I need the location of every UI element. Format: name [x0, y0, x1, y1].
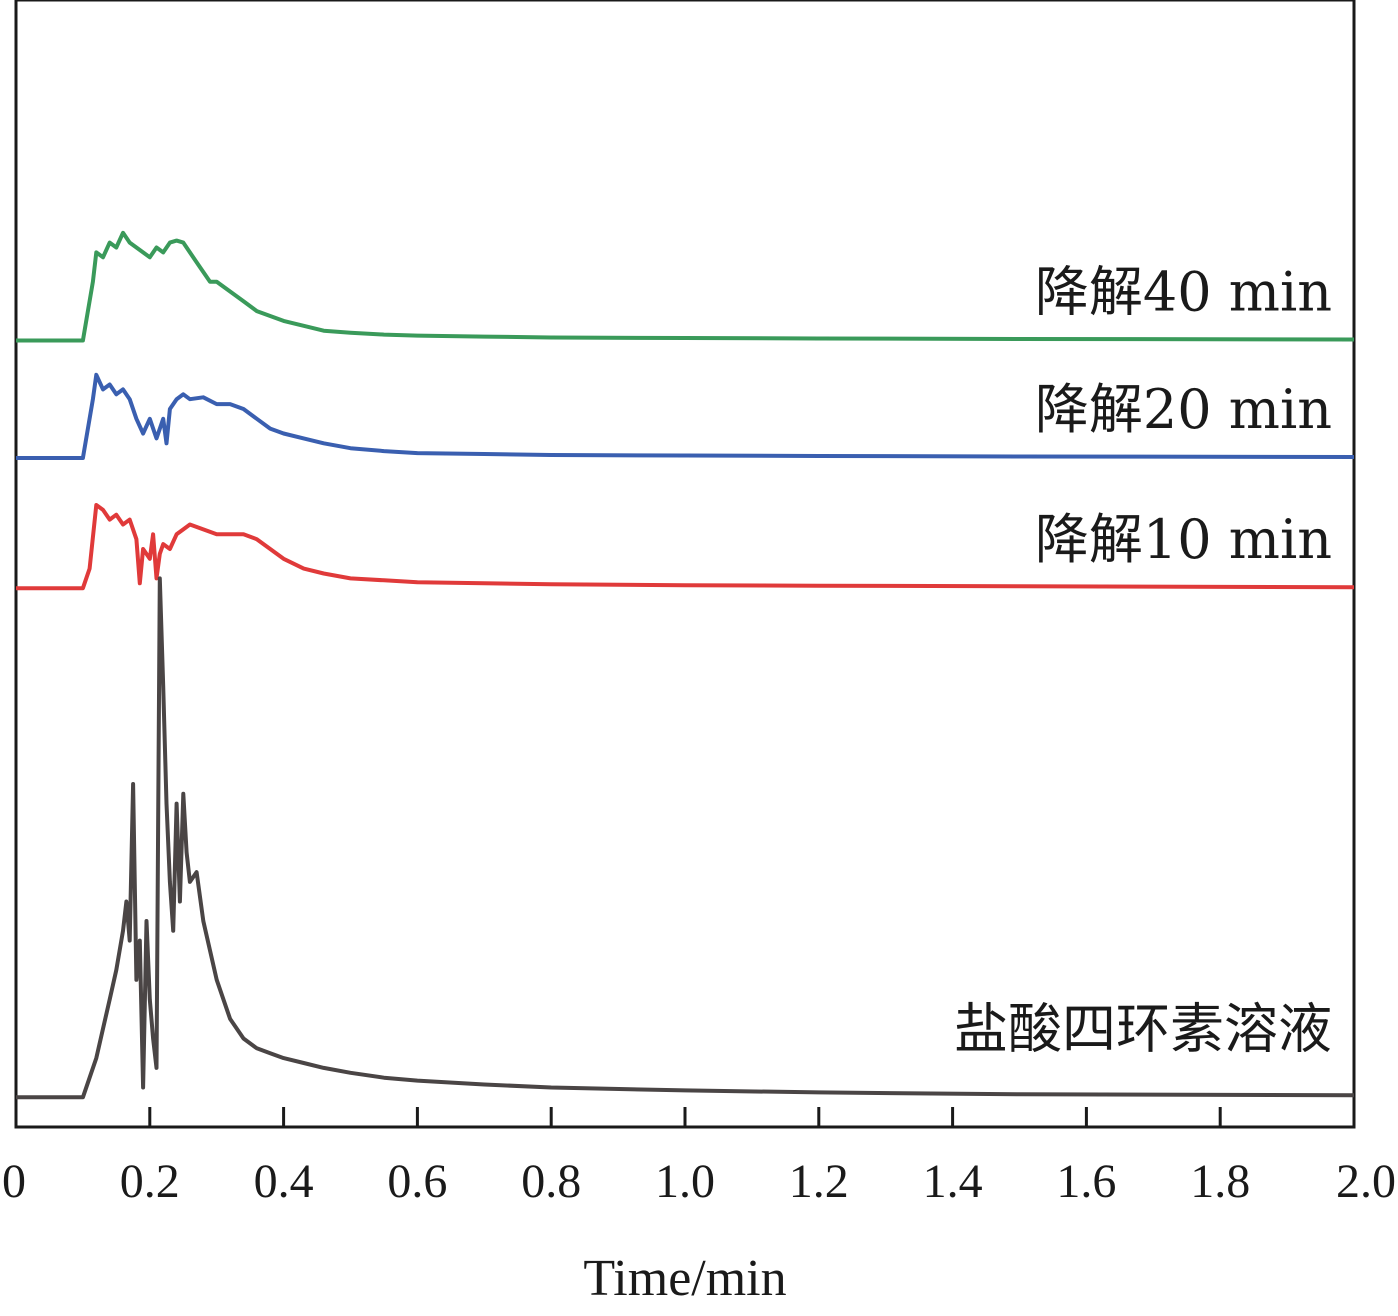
series-label-layer: 降解40 min 降解20 min 降解10 min 盐酸四环素溶液 — [954, 260, 1332, 1060]
x-tick-label: 0 — [2, 1155, 26, 1208]
x-tick-label: 1.8 — [1190, 1155, 1250, 1208]
series-label-2: 降解10 min — [1035, 508, 1332, 571]
x-tick-label: 0.8 — [521, 1155, 581, 1208]
x-tick-label: 0.4 — [254, 1155, 314, 1208]
series-label-0: 降解40 min — [1035, 260, 1332, 323]
x-axis-ticks: 0 0.2 0.4 0.6 0.8 1.0 1.2 1.4 1.6 1.8 2.0 — [2, 1107, 1396, 1208]
series-label-3: 盐酸四环素溶液 — [954, 997, 1332, 1060]
series-line-3 — [16, 576, 1355, 1100]
x-tick-label: 1.2 — [789, 1155, 849, 1208]
series-line-0 — [16, 230, 1355, 343]
x-tick-label: 0.6 — [387, 1155, 447, 1208]
series-label-1: 降解20 min — [1035, 378, 1332, 441]
series-line-1 — [16, 372, 1355, 460]
series-layer — [16, 230, 1355, 1100]
series-line-2 — [16, 503, 1355, 591]
x-tick-label: 1.0 — [655, 1155, 715, 1208]
x-tick-label: 1.4 — [923, 1155, 983, 1208]
x-tick-label: 2.0 — [1336, 1155, 1396, 1208]
x-tick-label: 0.2 — [120, 1155, 180, 1208]
x-axis-title: Time/min — [583, 1250, 786, 1307]
x-tick-label: 1.6 — [1056, 1155, 1116, 1208]
